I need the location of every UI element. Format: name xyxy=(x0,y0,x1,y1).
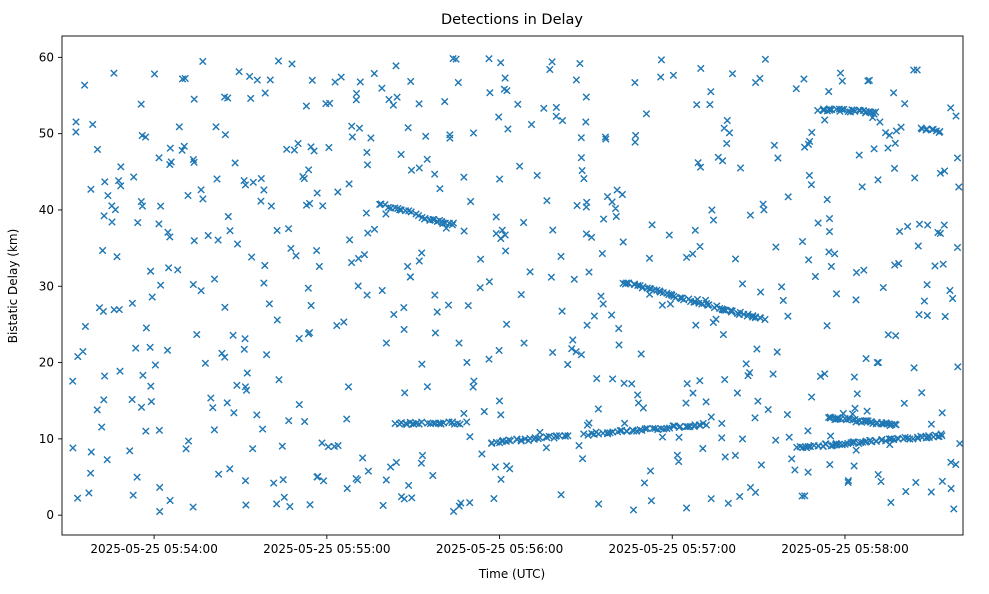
y-tick-label: 50 xyxy=(39,127,54,141)
x-tick-label: 2025-05-25 05:58:00 xyxy=(781,542,908,556)
plot-area: 2025-05-25 05:54:00 2025-05-25 05:55:00 20… xyxy=(39,35,964,556)
x-tick-label: 2025-05-25 05:56:00 xyxy=(436,542,563,556)
axis-frame xyxy=(61,35,964,536)
x-tick-label: 2025-05-25 05:57:00 xyxy=(609,542,736,556)
y-tick-label: 10 xyxy=(39,432,54,446)
y-axis-label: Bistatic Delay (km) xyxy=(6,229,20,344)
y-tick-label: 60 xyxy=(39,50,54,64)
x-ticks: 2025-05-25 05:54:00 2025-05-25 05:55:00 20… xyxy=(90,535,909,556)
y-tick-label: 20 xyxy=(39,356,54,370)
x-axis-label: Time (UTC) xyxy=(478,567,545,581)
chart-title: Detections in Delay xyxy=(441,12,583,28)
x-tick-label: 2025-05-25 05:55:00 xyxy=(263,542,390,556)
y-tick-label: 40 xyxy=(39,203,54,217)
x-tick-label: 2025-05-25 05:54:00 xyxy=(90,542,217,556)
y-tick-label: 30 xyxy=(39,279,54,293)
y-tick-label: 0 xyxy=(46,508,54,522)
y-ticks: 0 10 20 30 40 50 60 xyxy=(39,50,62,522)
data-points xyxy=(69,54,963,516)
